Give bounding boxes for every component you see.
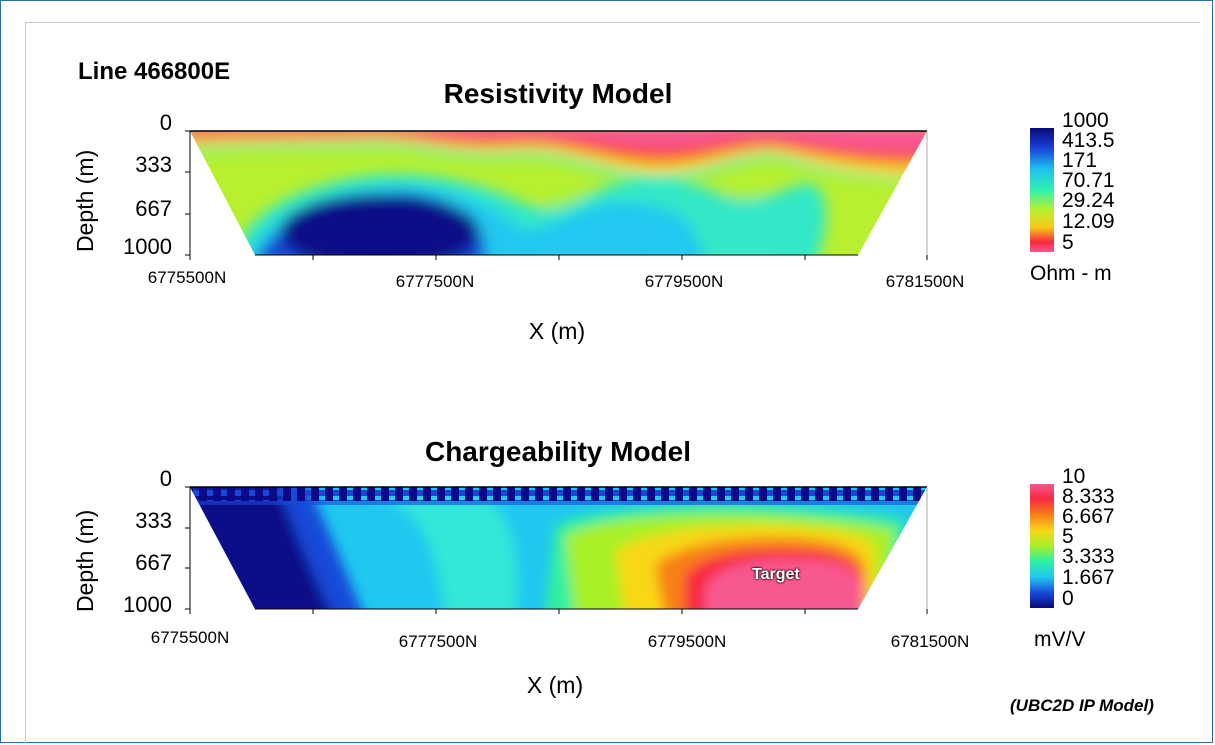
resistivity-plot [185,124,935,264]
resistivity-y-axis-label: Depth (m) [72,149,98,252]
chargeability-x-tick-6775500N: 6775500N [150,628,230,647]
target-annotation: Target [752,566,800,583]
inner-border-top [25,22,1200,23]
resistivity-cb-tick-1000: 1000 [1062,109,1109,132]
resistivity-x-tick-6781500N: 6781500N [885,272,965,291]
resistivity-y-tick-333: 333 [135,152,172,177]
inner-border-left [25,22,26,743]
line-title: Line 466800E [78,58,231,85]
chargeability-y-tick-1000: 1000 [123,592,172,617]
chargeability-section [190,487,927,609]
chargeability-cb-tick-5: 5 [1062,525,1074,548]
resistivity-y-tick-1000: 1000 [123,234,172,259]
resistivity-cb-tick-413.5: 413.5 [1062,129,1115,152]
resistivity-section [190,131,927,255]
resistivity-unit: Ohm - m [1030,262,1112,285]
resistivity-cb-tick-171: 171 [1062,149,1098,172]
chargeability-y-axis-label: Depth (m) [72,509,98,612]
chargeability-colorbar [1030,484,1054,608]
resistivity-cb-tick-70.71: 70.71 [1062,169,1115,192]
chargeability-x-tick-6777500N: 6777500N [398,632,478,651]
chargeability-unit: mV/V [1034,628,1086,651]
resistivity-cb-tick-29.24: 29.24 [1062,189,1115,212]
resistivity-x-axis-label: X (m) [528,318,586,344]
chargeability-y-tick-333: 333 [135,508,172,533]
resistivity-cb-tick-5: 5 [1062,231,1074,254]
chargeability-cb-tick-10: 10 [1062,465,1086,488]
resistivity-cb-tick-12.09: 12.09 [1062,210,1115,233]
chargeability-cb-tick-0: 0 [1062,587,1074,610]
resistivity-x-tick-6777500N: 6777500N [395,272,475,291]
resistivity-colorbar [1030,128,1054,252]
resistivity-y-tick-667: 667 [135,196,172,221]
resistivity-title: Resistivity Model [443,78,673,109]
chargeability-cb-tick-6.667: 6.667 [1062,505,1115,528]
resistivity-y-tick-0: 0 [159,110,172,135]
resistivity-x-tick-6779500N: 6779500N [644,272,724,291]
resistivity-x-tick-6775500N: 6775500N [147,268,227,287]
chargeability-x-tick-6779500N: 6779500N [647,632,727,651]
chargeability-cb-tick-3.333: 3.333 [1062,545,1115,568]
chargeability-x-tick-6781500N: 6781500N [890,632,970,651]
chargeability-title: Chargeability Model [424,436,692,467]
model-footnote: (UBC2D IP Model) [1010,696,1154,715]
chargeability-plot [185,480,935,620]
chargeability-x-axis-label: X (m) [526,672,584,698]
chargeability-cb-tick-8.333: 8.333 [1062,485,1115,508]
chargeability-y-tick-0: 0 [159,466,172,491]
chargeability-y-tick-667: 667 [135,550,172,575]
chargeability-cb-tick-1.667: 1.667 [1062,566,1115,589]
